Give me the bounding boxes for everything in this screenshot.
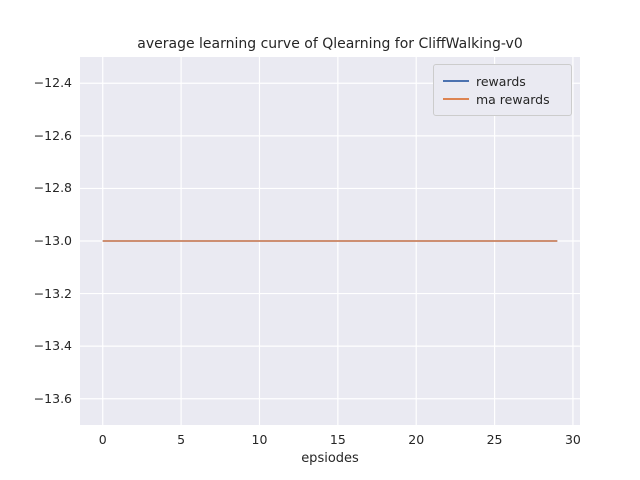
legend-item-ma-rewards: ma rewards	[443, 90, 561, 108]
y-tick-label: −13.6	[33, 390, 72, 406]
y-tick-label: −13.0	[33, 233, 72, 248]
x-tick-label: 25	[486, 432, 503, 447]
ma-rewards-line-swatch	[443, 98, 469, 100]
x-tick-label: 30	[564, 432, 581, 447]
x-tick-label: 15	[329, 432, 346, 447]
legend-label-rewards: rewards	[476, 73, 526, 89]
rewards-line-swatch	[443, 80, 469, 82]
legend-item-rewards: rewards	[443, 72, 561, 90]
legend-label-ma-rewards: ma rewards	[476, 91, 550, 107]
chart-title: average learning curve of Qlearning for …	[137, 36, 523, 52]
y-tick-label: −12.4	[33, 75, 72, 91]
x-tick-label: 20	[408, 432, 425, 447]
y-tick-label: −12.6	[33, 127, 72, 143]
y-tick-label: −13.2	[33, 285, 72, 301]
legend: rewards ma rewards	[433, 64, 572, 116]
x-tick-label: 0	[98, 432, 107, 447]
y-tick-label: −13.4	[33, 338, 72, 354]
plot-canvas	[80, 57, 580, 425]
y-tick-label: −12.8	[33, 180, 72, 196]
x-tick-label: 10	[251, 432, 268, 447]
x-tick-label: 5	[177, 432, 186, 447]
plot-area: rewards ma rewards	[80, 57, 580, 425]
x-axis-label: epsiodes	[301, 451, 359, 466]
